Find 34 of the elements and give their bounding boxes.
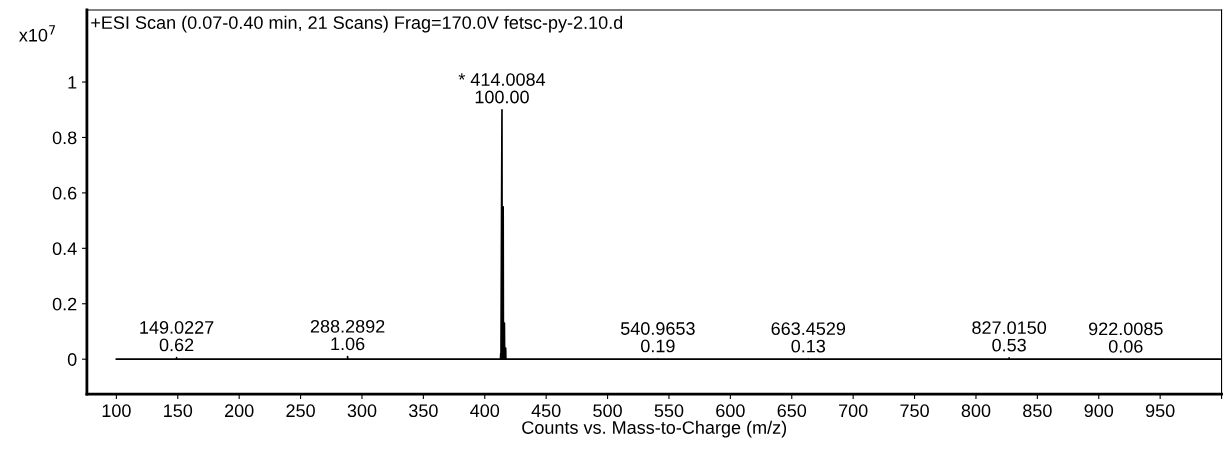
x-tick-label: 600 xyxy=(716,404,745,418)
x-tick-label: 200 xyxy=(225,404,254,418)
x-tick-label: 250 xyxy=(286,404,315,418)
annotation: 540.9653 0.19 xyxy=(620,322,695,353)
y-tick-label: 0.6 xyxy=(52,186,77,200)
y-tick-label: 0 xyxy=(67,353,77,366)
chart-title: +ESI Scan (0.07-0.40 min, 21 Scans) Frag=170.0V fetsc-py-2.10.d xyxy=(91,15,623,33)
x-tick-label: 500 xyxy=(593,404,622,418)
x-tick-label: 300 xyxy=(347,404,377,418)
y-tick-label: 0.8 xyxy=(52,131,77,145)
x-tick-label: 450 xyxy=(531,404,561,418)
x-tick-label: 350 xyxy=(409,404,438,418)
x-tick-label: 100 xyxy=(102,404,131,418)
annotation: * 414.0084 100.00 xyxy=(458,73,546,104)
annotation: 288.2892 1.06 xyxy=(310,319,385,351)
annotation: 827.0150 0.53 xyxy=(972,321,1047,352)
x-tick-label: 800 xyxy=(961,404,991,418)
x-axis-title: Counts vs. Mass-to-Charge (m/z) xyxy=(522,420,787,438)
y-tick-label: 0.2 xyxy=(52,297,77,311)
annotation: 922.0085 0.06 xyxy=(1088,322,1163,353)
annotation: 149.0227 0.62 xyxy=(140,321,214,352)
y-tick-label: 0.4 xyxy=(52,242,77,256)
x-tick-label: 850 xyxy=(1023,404,1052,418)
x-tick-label: 950 xyxy=(1145,404,1175,418)
x-tick-label: 150 xyxy=(164,404,193,418)
y-tick-label: 1 xyxy=(68,76,77,89)
x-tick-label: 650 xyxy=(777,404,807,418)
x-tick-label: 900 xyxy=(1084,404,1114,418)
x-tick-label: 700 xyxy=(839,404,868,418)
text: x10$^{7}$ xyxy=(19,25,56,42)
x-tick-label: 550 xyxy=(654,404,684,418)
annotation: 663.4529 0.13 xyxy=(771,322,846,353)
x-tick-label: 750 xyxy=(900,404,929,418)
x-tick-label: 400 xyxy=(470,404,500,418)
